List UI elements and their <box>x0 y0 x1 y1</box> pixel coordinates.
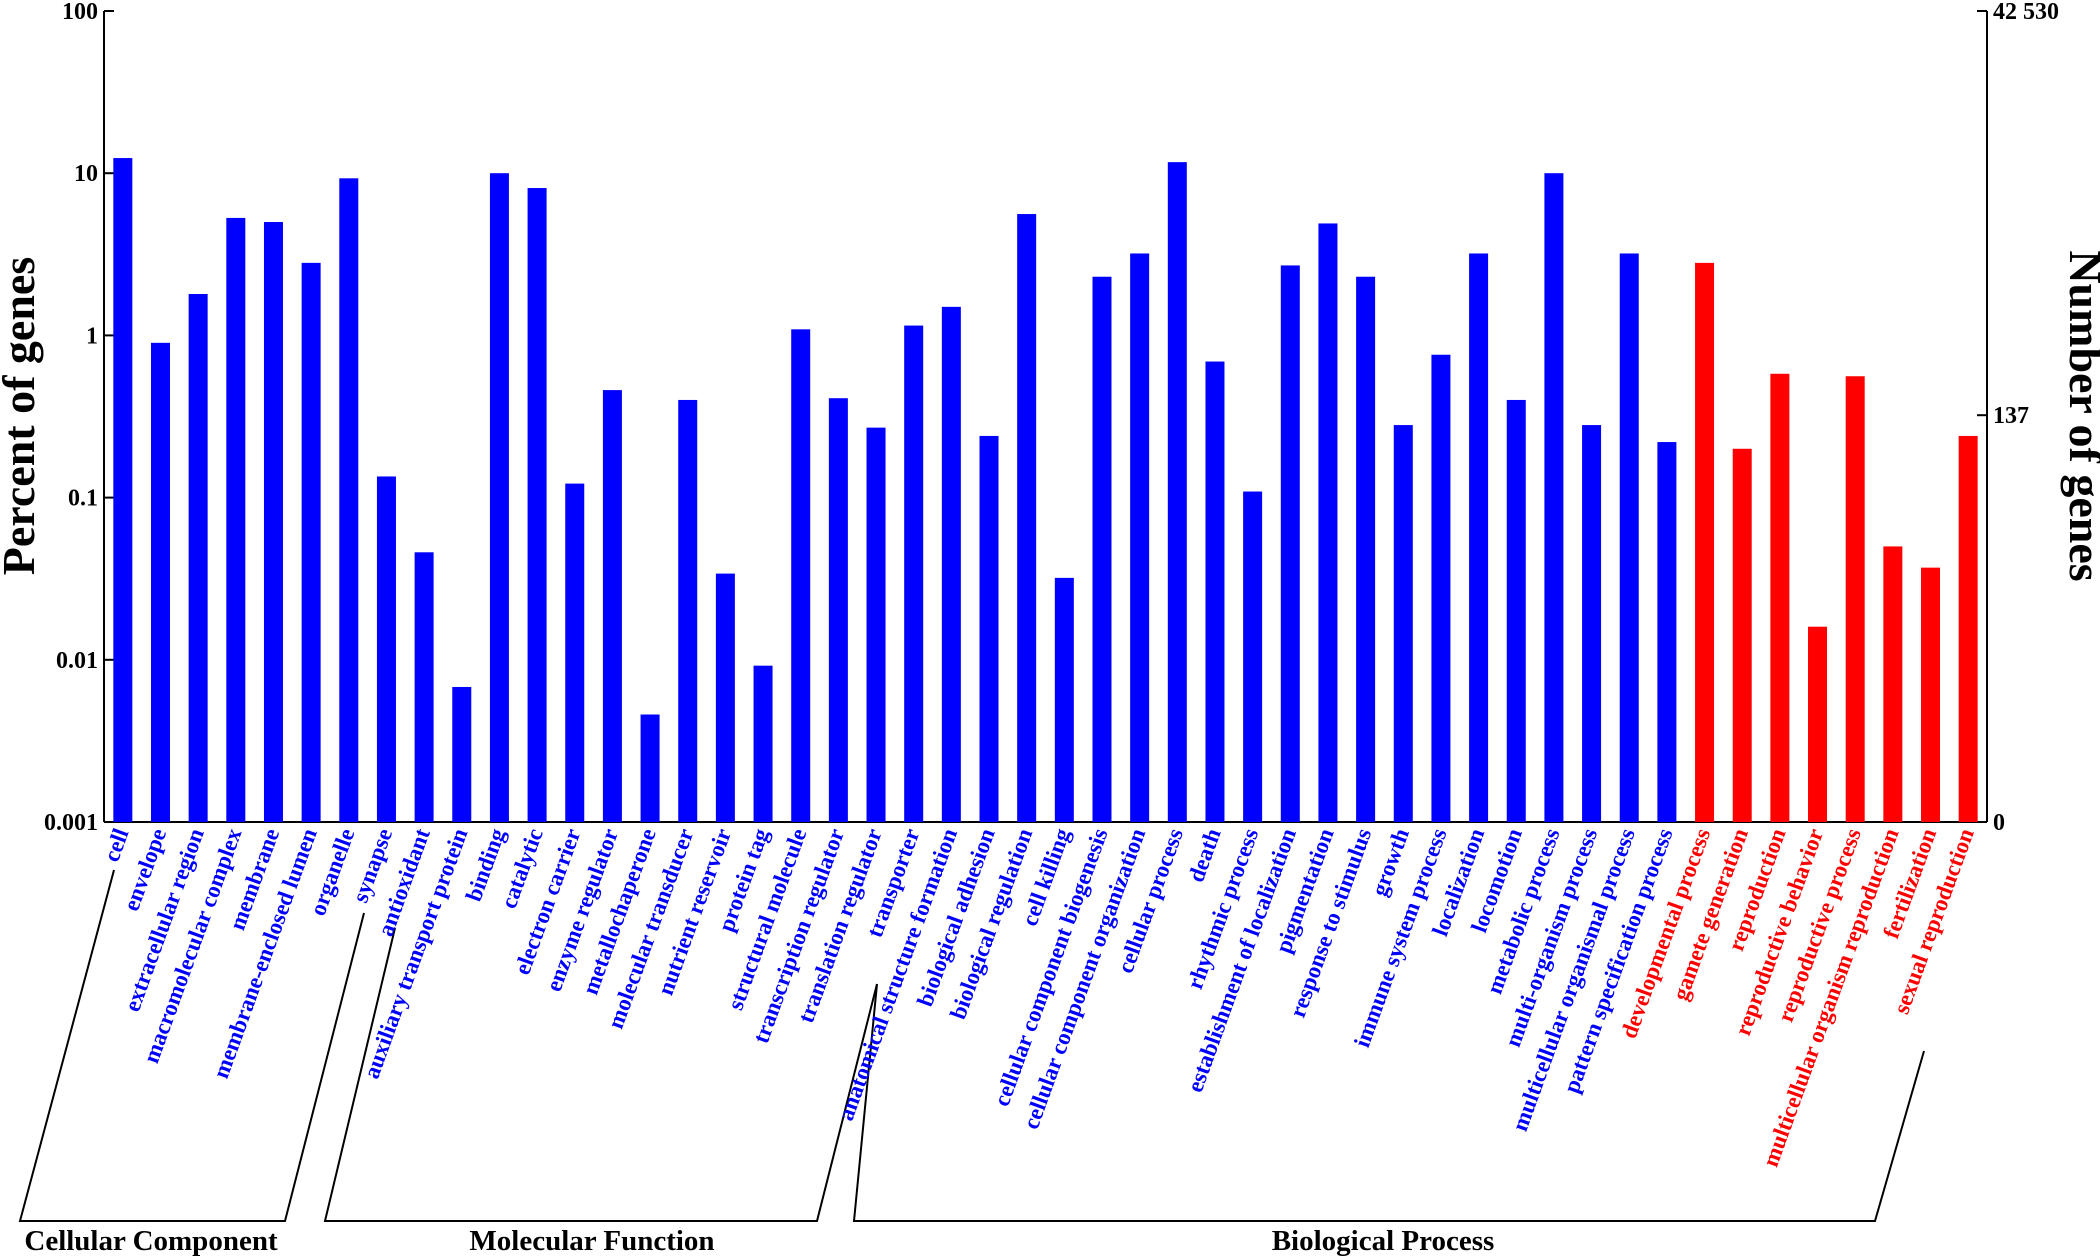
y2-tick-label: 137 <box>1993 403 2029 429</box>
bar <box>1808 626 1828 822</box>
bar <box>1958 435 1978 822</box>
bar <box>1356 276 1376 822</box>
bar <box>1092 276 1112 822</box>
bar <box>753 665 773 822</box>
y-tick-label: 0.01 <box>56 648 98 674</box>
bar <box>1243 491 1263 822</box>
y-tick-label: 10 <box>74 161 98 187</box>
bar <box>1845 376 1865 822</box>
bar <box>113 158 133 822</box>
bar <box>226 217 246 822</box>
bar <box>1506 399 1526 822</box>
bar <box>1017 214 1037 823</box>
y-axis-title: Percent of genes <box>0 257 44 575</box>
bar <box>1921 567 1941 822</box>
bar <box>715 573 735 822</box>
bar <box>1469 253 1489 823</box>
bar <box>376 476 396 822</box>
bar <box>414 552 434 822</box>
y2-tick-label: 42 530 <box>1993 0 2059 25</box>
bar <box>828 398 848 822</box>
bar <box>1619 253 1639 823</box>
bar <box>1167 162 1187 822</box>
bar <box>150 342 170 822</box>
bar <box>979 435 999 822</box>
bar <box>1883 546 1903 822</box>
y2-axis-title: Number of genes <box>2060 250 2100 581</box>
y-tick-label: 100 <box>62 0 98 25</box>
group-label: Biological Process <box>1272 1225 1495 1257</box>
bar <box>1054 577 1074 822</box>
bar <box>1732 448 1752 822</box>
bar <box>791 329 811 822</box>
bar <box>1582 425 1602 822</box>
group-label: Cellular Component <box>24 1225 278 1257</box>
bar <box>1280 265 1300 822</box>
bar <box>866 427 886 822</box>
bar <box>1544 173 1564 822</box>
y-tick-label: 0.1 <box>68 486 98 512</box>
y2-tick-label: 0 <box>1993 810 2005 836</box>
bar <box>904 325 924 822</box>
group-bracket <box>852 983 1925 1222</box>
group-bracket <box>18 869 365 1222</box>
bar <box>1205 361 1225 822</box>
group-bracket <box>323 927 878 1222</box>
bar <box>1393 425 1413 822</box>
bar <box>489 173 509 822</box>
bar <box>565 483 585 822</box>
bar <box>1130 253 1150 823</box>
bar <box>602 390 622 822</box>
bar <box>263 222 283 822</box>
bar <box>1318 223 1338 822</box>
y-tick-label: 0.001 <box>44 810 98 836</box>
bar <box>678 399 698 822</box>
bar <box>1431 354 1451 822</box>
bar <box>941 306 961 822</box>
bar <box>1770 373 1790 822</box>
bar <box>452 686 472 822</box>
y-tick-label: 1 <box>86 323 98 349</box>
bar <box>339 178 359 822</box>
bar <box>1657 442 1677 822</box>
bar <box>527 188 547 823</box>
bar <box>301 262 321 822</box>
bar <box>640 714 660 822</box>
bar <box>1695 262 1715 822</box>
bar <box>188 293 208 822</box>
x-tick-label: cell <box>99 825 134 865</box>
group-label: Molecular Function <box>469 1225 714 1257</box>
x-tick-label: death <box>1183 825 1225 885</box>
